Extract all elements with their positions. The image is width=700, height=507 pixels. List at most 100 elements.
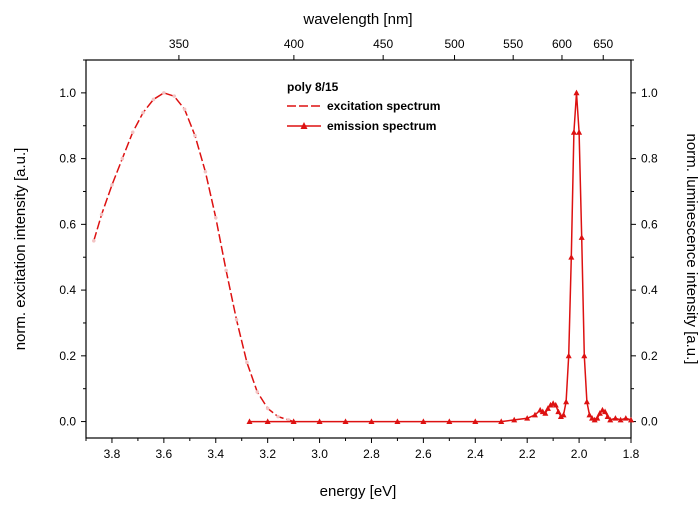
x-tick-label: 2.2 (519, 447, 536, 461)
point-excitation (162, 91, 166, 95)
y-left-tick-label: 0.4 (59, 283, 76, 297)
point-emission (246, 418, 253, 424)
y-left-tick-group: 0.0 0.2 0.4 0.6 0.8 1.0 (59, 59, 86, 429)
point-emission (446, 418, 453, 424)
plot-frame (85, 59, 632, 439)
series-line-excitation (93, 92, 294, 423)
x-tick-label: 2.6 (415, 447, 432, 461)
point-emission (622, 415, 629, 421)
legend-label-excitation: excitation spectrum (327, 99, 440, 113)
point-emission (570, 129, 577, 135)
y-right-tick-label: 0.0 (641, 415, 658, 429)
point-excitation (213, 215, 218, 220)
point-emission (531, 411, 538, 418)
point-emission (581, 352, 588, 359)
point-emission (602, 408, 609, 415)
point-emission (472, 418, 479, 424)
point-emission (264, 418, 271, 424)
y-right-tick-label: 1.0 (641, 86, 658, 100)
point-excitation (234, 317, 239, 322)
x-tick-label: 3.0 (311, 447, 328, 461)
legend-label-emission: emission spectrum (327, 119, 436, 133)
x-tick-label: 3.2 (259, 447, 276, 461)
point-emission (568, 254, 575, 260)
point-emission (498, 418, 505, 424)
point-excitation (265, 406, 270, 411)
point-excitation (203, 169, 208, 174)
y-left-tick-label: 0.8 (59, 152, 76, 166)
x-tick-label: 2.4 (467, 447, 484, 461)
point-emission (612, 415, 619, 421)
point-emission (591, 416, 598, 423)
point-emission (368, 418, 375, 424)
point-emission (594, 415, 601, 421)
y-left-tick-label: 0.6 (59, 217, 76, 231)
point-excitation (91, 238, 96, 243)
point-emission (290, 418, 297, 424)
y-right-tick-label: 0.6 (641, 217, 658, 231)
point-excitation (110, 183, 114, 187)
y-left-tick-label: 0.0 (59, 415, 76, 429)
y-right-tick-label: 0.2 (641, 349, 658, 363)
y-left-axis-label: norm. excitation intensity [a.u.] (12, 148, 29, 351)
x-tick-label: 2.0 (571, 447, 588, 461)
series-layer (91, 89, 634, 424)
point-emission (607, 416, 614, 423)
point-excitation (193, 133, 197, 138)
point-excitation (130, 130, 135, 135)
point-excitation (182, 107, 187, 112)
y-left-tick-label: 0.2 (59, 349, 76, 363)
y-right-tick-label: 0.8 (641, 152, 658, 166)
x-tick-group: 3.8 3.6 3.4 3.2 3.0 2.8 2.6 2.4 2.2 2.0 1.8 (85, 438, 640, 461)
top-tick-label: 350 (169, 37, 189, 51)
y-right-tick-label: 0.4 (641, 283, 658, 297)
x-tick-label: 3.6 (156, 447, 173, 461)
top-tick-group: 350 400 450 500 550 600 650 (169, 37, 614, 60)
y-right-tick-group: 0.0 0.2 0.4 0.6 0.8 1.0 (631, 59, 658, 429)
legend-marker-emission (300, 122, 308, 129)
point-emission (628, 416, 634, 423)
point-emission (573, 89, 580, 96)
point-emission (555, 408, 562, 415)
point-emission (576, 129, 583, 135)
point-emission (542, 410, 549, 416)
point-emission (557, 413, 564, 420)
point-excitation (286, 418, 291, 422)
top-tick-label: 450 (373, 37, 393, 51)
x-axis-label: energy [eV] (320, 483, 397, 500)
point-emission (316, 418, 323, 424)
top-tick-label: 650 (593, 37, 613, 51)
point-excitation (141, 110, 145, 115)
point-emission (596, 410, 603, 416)
point-emission (617, 416, 624, 423)
point-emission (578, 234, 585, 240)
point-emission (583, 398, 590, 405)
x-tick-label: 2.8 (363, 447, 380, 461)
point-excitation (245, 360, 249, 365)
point-emission (552, 401, 559, 408)
legend-title: poly 8/15 (287, 80, 339, 94)
legend: poly 8/15 excitation spectrum emission s… (287, 80, 440, 133)
top-tick-label: 600 (552, 37, 572, 51)
point-emission (420, 418, 427, 424)
point-emission (394, 418, 401, 424)
point-emission (560, 411, 567, 418)
point-emission (511, 416, 518, 423)
top-tick-label: 500 (445, 37, 465, 51)
x-tick-label: 1.8 (623, 447, 640, 461)
top-tick-label: 550 (503, 37, 523, 51)
top-axis-label: wavelength [nm] (302, 11, 412, 28)
point-emission (565, 352, 572, 359)
point-emission (563, 398, 570, 405)
point-emission (342, 418, 349, 424)
point-excitation (276, 414, 280, 419)
series-line-emission (249, 92, 632, 423)
point-excitation (99, 212, 104, 217)
top-tick-label: 400 (284, 37, 304, 51)
x-tick-label: 3.8 (104, 447, 121, 461)
x-tick-label: 3.4 (207, 447, 224, 461)
point-emission (547, 401, 554, 408)
point-excitation (151, 97, 156, 102)
